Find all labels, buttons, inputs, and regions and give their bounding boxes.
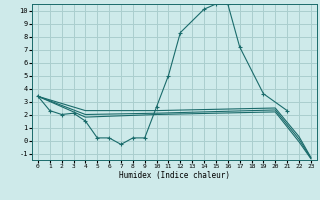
X-axis label: Humidex (Indice chaleur): Humidex (Indice chaleur): [119, 171, 230, 180]
